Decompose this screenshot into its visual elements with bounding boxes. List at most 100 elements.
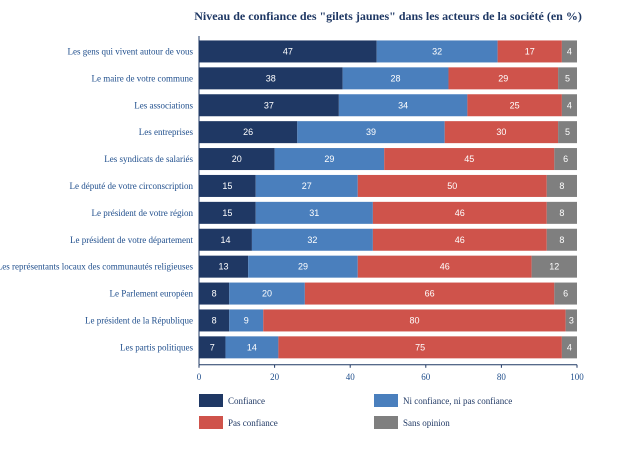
data-label: 32 xyxy=(307,235,317,245)
x-tick-label: 20 xyxy=(270,372,280,382)
bar-sans-opinion xyxy=(546,201,577,224)
bar-ni-confiance-ni-pas-confiance xyxy=(225,336,279,359)
bars-group: 47 32 17 438 28 29 537 34 25 426 39 30 520 29 45 615 27 5… xyxy=(199,40,577,359)
bar-sans-opinion xyxy=(554,282,577,305)
category-label: Le président de la République xyxy=(85,315,193,325)
legend-label: Sans opinion xyxy=(403,418,450,428)
bar-confiance xyxy=(199,309,230,332)
data-label: 29 xyxy=(498,73,508,83)
data-label: 80 xyxy=(409,315,419,325)
bar-confiance xyxy=(199,255,249,278)
bar-sans-opinion xyxy=(558,121,577,144)
bar-confiance xyxy=(199,174,256,197)
bar-ni-confiance-ni-pas-confiance xyxy=(376,40,498,63)
data-label: 4 xyxy=(567,46,572,56)
bar-confiance xyxy=(199,336,226,359)
data-label: 38 xyxy=(266,73,276,83)
bar-ni-confiance-ni-pas-confiance xyxy=(297,121,445,144)
data-label: 20 xyxy=(262,289,272,299)
bar-pas-confiance xyxy=(444,121,559,144)
data-label: 20 xyxy=(232,154,242,164)
bar-pas-confiance xyxy=(278,336,562,359)
data-label: 7 xyxy=(210,342,215,352)
bar-ni-confiance-ni-pas-confiance xyxy=(248,255,358,278)
bar-confiance xyxy=(199,201,256,224)
bar-confiance xyxy=(199,228,252,251)
data-label: 27 xyxy=(302,181,312,191)
data-label: 14 xyxy=(220,235,230,245)
category-label: Les syndicats de salariés xyxy=(104,154,193,164)
category-label: Le président de votre département xyxy=(70,235,193,245)
data-label: 32 xyxy=(432,46,442,56)
data-label: 46 xyxy=(455,208,465,218)
data-label: 8 xyxy=(559,235,564,245)
category-label: Les partis politiques xyxy=(120,342,193,352)
x-axis: 0 20 40 60 80 100 xyxy=(197,36,584,382)
bar-ni-confiance-ni-pas-confiance xyxy=(255,201,373,224)
bar-pas-confiance xyxy=(357,174,547,197)
data-label: 13 xyxy=(219,262,229,272)
data-label: 75 xyxy=(415,342,425,352)
data-label: 37 xyxy=(264,100,274,110)
bar-sans-opinion xyxy=(561,94,577,117)
legend-label: Ni confiance, ni pas confiance xyxy=(403,396,512,406)
data-label: 8 xyxy=(559,181,564,191)
category-label: Le président de votre région xyxy=(92,208,194,218)
bar-ni-confiance-ni-pas-confiance xyxy=(274,148,385,171)
x-tick-label: 0 xyxy=(197,372,202,382)
data-label: 14 xyxy=(247,342,257,352)
legend-swatch-pas-confiance xyxy=(199,416,223,429)
bar-sans-opinion xyxy=(546,174,577,197)
data-label: 39 xyxy=(366,127,376,137)
category-label: Les associations xyxy=(134,100,193,110)
bar-confiance xyxy=(199,67,343,90)
category-label: Les entreprises xyxy=(139,127,194,137)
data-label: 8 xyxy=(212,289,217,299)
chart-title: Niveau de confiance des "gilets jaunes" … xyxy=(194,9,582,23)
data-label: 15 xyxy=(222,181,232,191)
data-label: 12 xyxy=(549,262,559,272)
x-tick-label: 100 xyxy=(570,372,584,382)
data-label: 47 xyxy=(283,46,293,56)
bar-pas-confiance xyxy=(304,282,555,305)
data-label: 30 xyxy=(496,127,506,137)
data-label: 8 xyxy=(212,315,217,325)
data-label: 4 xyxy=(567,342,572,352)
bar-sans-opinion xyxy=(561,40,577,63)
legend-swatch-sans-opinion xyxy=(374,416,398,429)
bar-sans-opinion xyxy=(558,67,577,90)
data-label: 6 xyxy=(563,289,568,299)
bar-ni-confiance-ni-pas-confiance xyxy=(255,174,358,197)
bar-ni-confiance-ni-pas-confiance xyxy=(338,94,468,117)
category-label: Le maire de votre commune xyxy=(92,73,193,83)
data-label: 25 xyxy=(510,100,520,110)
x-tick-label: 80 xyxy=(497,372,507,382)
category-label: Le député de votre circonscription xyxy=(70,181,194,191)
bar-pas-confiance xyxy=(497,40,562,63)
category-label: Le Parlement européen xyxy=(110,289,194,299)
x-tick-label: 40 xyxy=(346,372,356,382)
bar-pas-confiance xyxy=(357,255,532,278)
data-label: 15 xyxy=(222,208,232,218)
data-label: 5 xyxy=(565,127,570,137)
legend-swatch-ni-confiance-ni-pas-confiance xyxy=(374,394,398,407)
bar-sans-opinion xyxy=(531,255,577,278)
data-label: 46 xyxy=(455,235,465,245)
legend: Confiance Ni confiance, ni pas confiance P… xyxy=(199,394,512,429)
data-label: 5 xyxy=(565,73,570,83)
bar-ni-confiance-ni-pas-confiance xyxy=(342,67,449,90)
bar-pas-confiance xyxy=(263,309,566,332)
bar-sans-opinion xyxy=(561,336,577,359)
legend-label: Confiance xyxy=(228,396,265,406)
bar-sans-opinion xyxy=(565,309,577,332)
bar-pas-confiance xyxy=(467,94,562,117)
data-label: 8 xyxy=(559,208,564,218)
category-label: Les représentants locaux des communautés… xyxy=(0,262,193,272)
data-label: 46 xyxy=(440,262,450,272)
data-label: 28 xyxy=(391,73,401,83)
category-labels: Les gens qui vivent autour de vous Le mai… xyxy=(0,46,193,352)
bar-pas-confiance xyxy=(372,201,547,224)
data-label: 3 xyxy=(569,315,574,325)
data-label: 4 xyxy=(567,100,572,110)
